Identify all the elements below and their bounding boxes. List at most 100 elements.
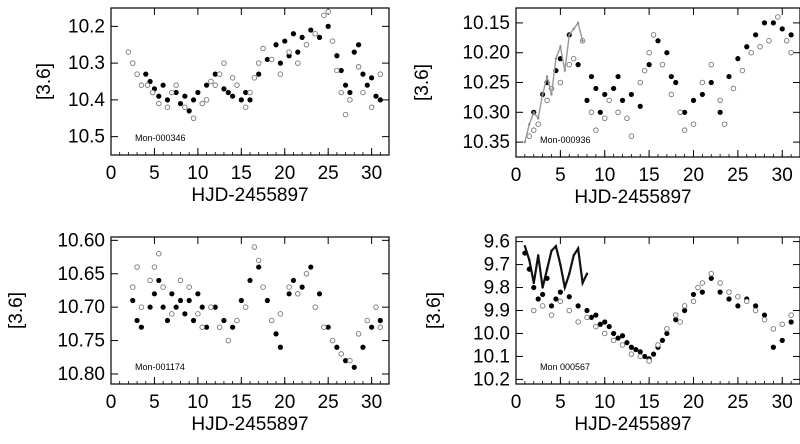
data-point [757, 43, 763, 50]
data-point [761, 20, 768, 26]
data-point [619, 97, 626, 103]
data-point [753, 32, 759, 38]
data-point [588, 109, 595, 116]
data-point [536, 117, 540, 120]
data-point [664, 50, 670, 56]
data-point [299, 284, 305, 290]
data-point [199, 324, 205, 330]
data-point [169, 89, 175, 96]
data-point [619, 342, 626, 348]
data-point [584, 307, 590, 314]
y-tick-label: 9.9 [484, 301, 510, 322]
data-point [566, 294, 572, 300]
data-point [203, 82, 210, 88]
data-point [221, 317, 227, 324]
y-axis-label: [3.6] [424, 292, 445, 329]
x-tick-label: 0 [511, 165, 522, 186]
data-point [299, 34, 305, 41]
data-point [664, 326, 670, 332]
data-point [637, 79, 644, 86]
data-point [690, 298, 697, 305]
data-point [316, 291, 323, 297]
data-layer [522, 243, 794, 364]
data-point [615, 109, 621, 116]
y-tick-label: 10.30 [462, 102, 510, 123]
data-point [532, 281, 535, 285]
data-point [212, 71, 218, 77]
data-point [129, 284, 136, 290]
data-point [260, 284, 266, 290]
data-layer [523, 14, 794, 144]
data-point [576, 21, 580, 25]
data-point [535, 121, 541, 127]
data-point [255, 257, 262, 264]
data-point [717, 109, 723, 115]
data-point [169, 291, 175, 297]
data-point [585, 272, 589, 275]
data-point [770, 344, 776, 350]
data-point [615, 335, 621, 341]
panel-1: 0 5 10 15 20 25 30 10.2 10.3 10.4 10.5 HJD-2455897 [… [34, 7, 390, 206]
data-point [788, 49, 794, 56]
x-axis-label: HJD-2455897 [574, 414, 691, 435]
data-point [373, 93, 379, 99]
data-point [286, 49, 292, 55]
x-tick-label: 15 [639, 392, 660, 413]
data-point [260, 45, 266, 52]
data-point [554, 57, 558, 60]
data-point [531, 284, 537, 291]
data-point [282, 38, 288, 44]
y-tick-label: 10.80 [57, 364, 105, 385]
data-point [255, 60, 262, 66]
y-tick-label: 10.60 [57, 230, 105, 251]
data-point [673, 79, 679, 86]
data-point [717, 289, 723, 295]
panel-label: Mon-000346 [135, 133, 186, 143]
data-point [325, 8, 331, 15]
data-point [138, 304, 145, 310]
data-point [234, 317, 240, 324]
x-tick-label: 30 [772, 165, 793, 186]
data-point [699, 79, 706, 86]
data-point [247, 89, 253, 96]
data-point [708, 275, 714, 281]
x-tick-label: 25 [318, 392, 339, 413]
data-point [251, 244, 258, 250]
data-point [593, 312, 599, 318]
y-tick-label: 10.4 [68, 90, 105, 111]
data-point [321, 12, 327, 19]
data-point [624, 115, 630, 122]
data-point [147, 304, 153, 310]
data-point [699, 289, 705, 295]
dense-series-line [524, 21, 584, 143]
data-point [351, 49, 357, 55]
data-point [611, 330, 617, 337]
data-point [182, 93, 188, 99]
data-point [708, 271, 715, 277]
x-tick-label: 20 [274, 163, 295, 184]
data-point [535, 296, 541, 302]
data-layer [129, 244, 384, 370]
data-point [739, 67, 746, 74]
data-point [256, 264, 262, 270]
data-point [572, 27, 575, 31]
data-point [650, 32, 657, 38]
data-point [156, 277, 162, 284]
data-point [576, 247, 580, 250]
data-point [563, 69, 567, 72]
data-point [277, 311, 284, 317]
data-layer [125, 8, 384, 121]
y-tick-label: 9.8 [484, 278, 510, 299]
y-tick-label: 10.2 [68, 16, 105, 37]
data-point [783, 38, 790, 44]
y-tick-label: 10.2 [473, 369, 510, 390]
data-point [360, 344, 366, 350]
data-point [243, 89, 249, 96]
data-point [295, 49, 301, 55]
data-point [522, 250, 528, 256]
data-point [312, 30, 318, 37]
data-point [730, 85, 737, 92]
data-point [130, 297, 136, 304]
data-point [138, 82, 145, 88]
data-point [677, 109, 683, 116]
